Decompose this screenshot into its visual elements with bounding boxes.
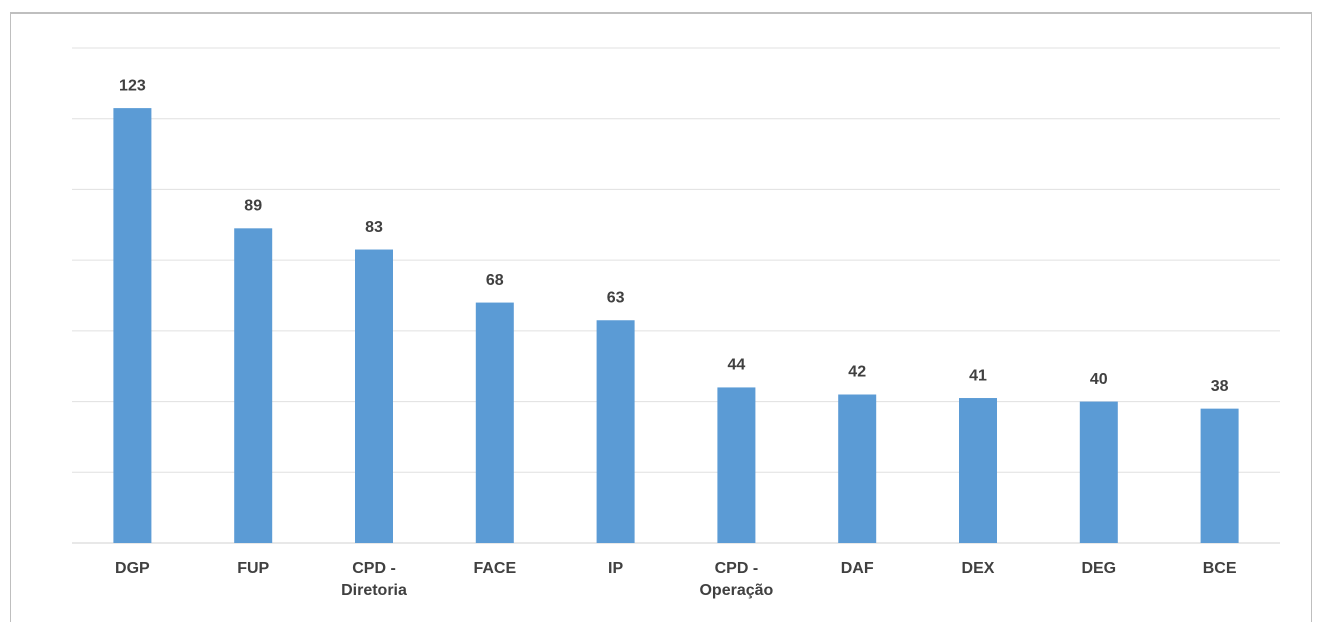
bar: [113, 108, 152, 543]
x-tick-label: IP: [608, 560, 624, 577]
data-label: 123: [119, 77, 146, 94]
data-label: 89: [244, 198, 262, 215]
chart-frame: [10, 12, 1312, 622]
x-tick-label: DGP: [115, 560, 150, 577]
x-tick-label: FACE: [473, 560, 517, 577]
data-label: 83: [365, 219, 383, 236]
data-label: 63: [607, 289, 625, 306]
bar: [596, 320, 635, 543]
data-label: 68: [486, 272, 504, 289]
bar: [1200, 408, 1239, 543]
x-tick-label: DEG: [1081, 560, 1117, 577]
x-tick-label: FUP: [237, 560, 270, 577]
bar: [717, 387, 756, 543]
bar: [838, 394, 877, 543]
bar: [355, 249, 393, 544]
bar: [234, 228, 273, 544]
data-label: 38: [1211, 378, 1229, 395]
data-label: 42: [848, 364, 866, 381]
x-tick-label: CPD - Operação: [699, 560, 774, 599]
data-label: 44: [728, 357, 746, 374]
x-tick-label: BCE: [1202, 560, 1237, 577]
x-tick-label: DEX: [961, 560, 995, 577]
bar: [1079, 401, 1118, 543]
bar: [475, 302, 514, 543]
x-tick-label: DAF: [840, 560, 874, 577]
x-tick-label: CPD - Diretoria: [341, 560, 407, 599]
data-label: 40: [1090, 371, 1108, 388]
bar: [959, 398, 997, 543]
data-label: 41: [969, 367, 987, 384]
